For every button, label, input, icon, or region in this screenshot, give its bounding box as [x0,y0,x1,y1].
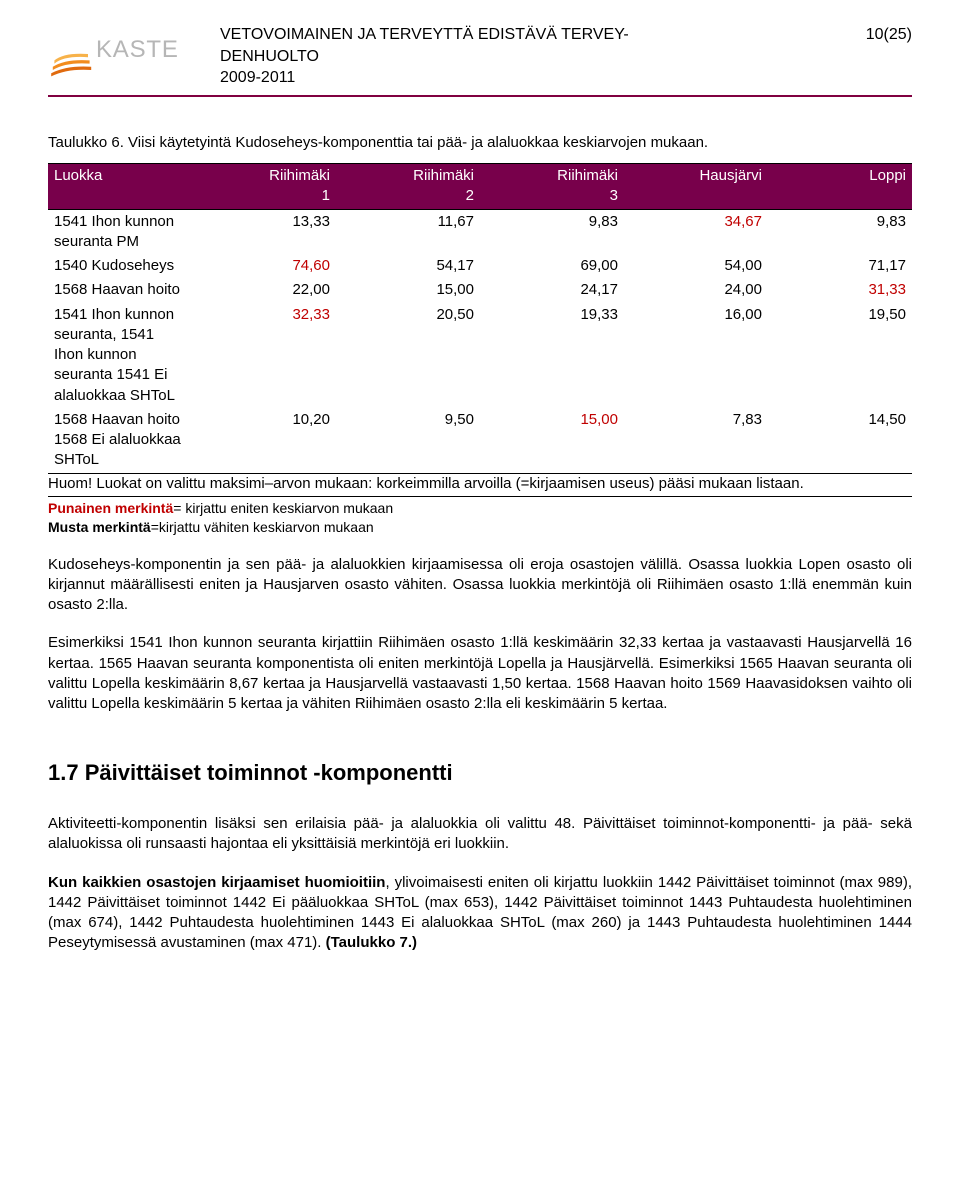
table-cell: 9,83 [768,209,912,254]
table-column-header: Loppi [768,164,912,209]
table-cell: 31,33 [768,278,912,302]
table-cell: 69,00 [480,254,624,278]
header-line2: DENHUOLTO [220,46,850,68]
table-row: 1541 Ihon kunnon seuranta, 1541 Ihon kun… [48,303,912,408]
table-cell: 20,50 [336,303,480,408]
legend-red-label: Punainen merkintä [48,500,173,516]
header-line1: VETOVOIMAINEN JA TERVEYTTÄ EDISTÄVÄ TERV… [220,24,850,46]
table-cell: 24,17 [480,278,624,302]
row-label: 1568 Haavan hoito 1568 Ei alaluokkaa SHT… [48,408,192,473]
table-cell: 34,67 [624,209,768,254]
p4-tail-bold: (Taulukko 7.) [326,934,417,951]
table-cell: 15,00 [336,278,480,302]
section-heading: 1.7 Päivittäiset toiminnot -komponentti [48,758,912,788]
legend: Punainen merkintä= kirjattu eniten keski… [48,499,912,537]
header-title: VETOVOIMAINEN JA TERVEYTTÄ EDISTÄVÄ TERV… [220,24,850,89]
page-header: KASTE VETOVOIMAINEN JA TERVEYTTÄ EDISTÄV… [48,24,912,89]
table-cell: 11,67 [336,209,480,254]
table-cell: 13,33 [192,209,336,254]
table-cell: 24,00 [624,278,768,302]
table-column-header: Riihimäki1 [192,164,336,209]
paragraph-4: Kun kaikkien osastojen kirjaamiset huomi… [48,873,912,954]
table-column-header: Hausjärvi [624,164,768,209]
table-column-header: Riihimäki2 [336,164,480,209]
table-cell: 10,20 [192,408,336,473]
header-text: VETOVOIMAINEN JA TERVEYTTÄ EDISTÄVÄ TERV… [220,24,912,89]
table-cell: 19,33 [480,303,624,408]
table-column-header: Luokka [48,164,192,209]
legend-black-desc: =kirjattu vähiten keskiarvon mukaan [151,519,374,535]
page-number: 10(25) [850,24,912,89]
legend-red-desc: = kirjattu eniten keskiarvon mukaan [173,500,393,516]
p4-lead-bold: Kun kaikkien osastojen kirjaamiset huomi… [48,874,385,891]
table-cell: 16,00 [624,303,768,408]
table-header-row: LuokkaRiihimäki1Riihimäki2Riihimäki3Haus… [48,164,912,209]
data-table: LuokkaRiihimäki1Riihimäki2Riihimäki3Haus… [48,163,912,474]
table-row: 1540 Kudoseheys74,6054,1769,0054,0071,17 [48,254,912,278]
row-label: 1540 Kudoseheys [48,254,192,278]
table-row: 1541 Ihon kunnon seuranta PM13,3311,679,… [48,209,912,254]
svg-text:KASTE: KASTE [96,36,179,63]
paragraph-2: Esimerkiksi 1541 Ihon kunnon seuranta ki… [48,633,912,714]
table-cell: 9,83 [480,209,624,254]
table-cell: 9,50 [336,408,480,473]
table-cell: 54,00 [624,254,768,278]
table-cell: 54,17 [336,254,480,278]
table-cell: 74,60 [192,254,336,278]
table-row: 1568 Haavan hoito 1568 Ei alaluokkaa SHT… [48,408,912,473]
table-cell: 71,17 [768,254,912,278]
table-column-header: Riihimäki3 [480,164,624,209]
header-rule [48,95,912,97]
table-body: 1541 Ihon kunnon seuranta PM13,3311,679,… [48,209,912,473]
row-label: 1541 Ihon kunnon seuranta, 1541 Ihon kun… [48,303,192,408]
table-cell: 22,00 [192,278,336,302]
header-line3: 2009-2011 [220,67,850,89]
paragraph-1: Kudoseheys-komponentin ja sen pää- ja al… [48,555,912,616]
paragraph-3: Aktiviteetti-komponentin lisäksi sen eri… [48,814,912,855]
table-cell: 15,00 [480,408,624,473]
table-cell: 14,50 [768,408,912,473]
row-label: 1541 Ihon kunnon seuranta PM [48,209,192,254]
table-row: 1568 Haavan hoito22,0015,0024,1724,0031,… [48,278,912,302]
table-caption: Taulukko 6. Viisi käytetyintä Kudoseheys… [48,133,912,153]
row-label: 1568 Haavan hoito [48,278,192,302]
table-note: Huom! Luokat on valittu maksimi–arvon mu… [48,474,912,497]
kaste-logo: KASTE [48,24,208,84]
table-cell: 19,50 [768,303,912,408]
table-cell: 32,33 [192,303,336,408]
legend-black-label: Musta merkintä [48,519,151,535]
table-cell: 7,83 [624,408,768,473]
